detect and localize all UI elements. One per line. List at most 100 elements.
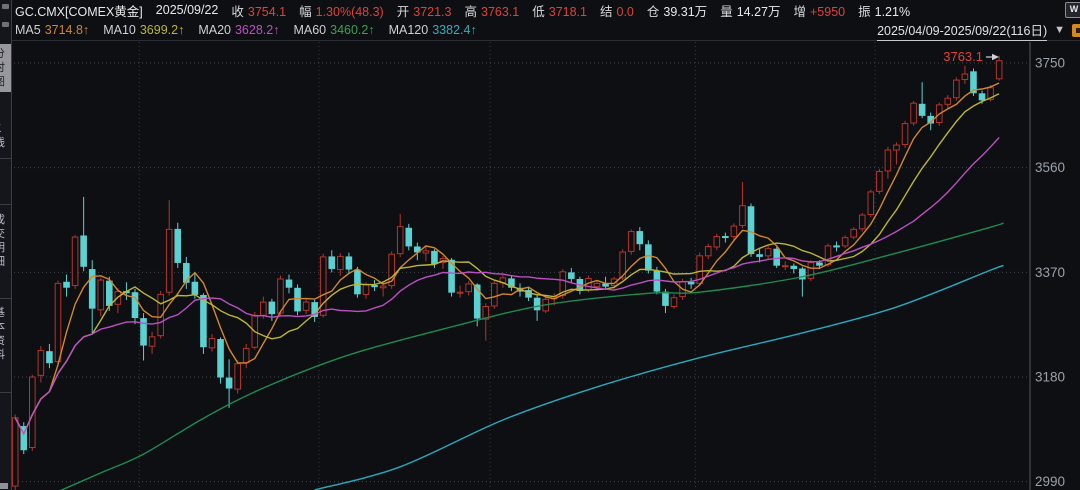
candle-body [850, 228, 857, 238]
candle-body [225, 377, 233, 389]
candle-body [302, 301, 310, 311]
candle-body [816, 262, 823, 266]
candle-body [790, 265, 798, 269]
candle-body [953, 79, 960, 99]
candle-body [165, 228, 173, 293]
candle-body [961, 73, 969, 81]
candle-body [995, 60, 1003, 80]
candle-body [799, 268, 806, 280]
candle-body [174, 228, 182, 263]
candle-body [491, 282, 498, 307]
candle-body [448, 259, 455, 293]
candle-body [106, 280, 113, 306]
ma-values: MA5 3714.8↑ MA10 3699.2↑ MA20 3628.2↑ MA60 3460… [15, 23, 477, 37]
candle-body [901, 123, 909, 146]
ma-item-ma120: MA120 3382.4↑ [388, 23, 477, 37]
candle-body [602, 283, 609, 287]
candle-body [756, 254, 763, 257]
candle-body [619, 251, 626, 279]
candle-body [465, 283, 472, 293]
candle-body [200, 294, 207, 348]
candle-body [473, 284, 481, 319]
y-axis-label: 3750 [1035, 56, 1065, 71]
candle-body [687, 281, 695, 285]
candle-body [533, 297, 541, 311]
close-field: 收 3754.1 [231, 4, 287, 19]
candle-body [337, 255, 344, 271]
sidebar-separator [0, 392, 11, 393]
sidebar-tab[interactable]: K线 [0, 122, 11, 150]
candle-body [405, 227, 413, 247]
settle-field: 结 0.0 [599, 4, 634, 19]
candle-body [747, 206, 755, 255]
candle-body [371, 285, 378, 288]
ma5-line [14, 82, 1000, 436]
date-range-control[interactable]: 2025/04/09-2025/09/22(116日) ▼ [877, 20, 1080, 41]
candle-body [508, 278, 515, 288]
candle-body [148, 336, 156, 347]
candle-body [781, 265, 789, 268]
date-range-label[interactable]: 2025/04/09-2025/09/22(116日) [877, 20, 1048, 41]
candle-body [319, 256, 327, 316]
candle-body [876, 171, 883, 192]
candle-body [208, 337, 216, 349]
oi-change-field: 增 +5950 [793, 4, 846, 19]
candle-body [593, 282, 601, 288]
candle-body [730, 225, 738, 238]
candle-body [20, 426, 28, 451]
open-field: 开 3721.3 [396, 4, 452, 19]
sidebar-bottom-square [0, 483, 8, 489]
ma-item-ma5: MA5 3714.8↑ [15, 23, 90, 37]
candle-body [910, 102, 917, 124]
candle-body [354, 269, 361, 295]
sidebar-tab[interactable]: 分时图 [0, 44, 11, 92]
y-axis-label: 3560 [1035, 160, 1065, 175]
candle-body [217, 339, 224, 378]
candle-body [268, 301, 276, 315]
volume-field: 量 14.27万 [720, 4, 781, 19]
left-sidebar[interactable]: 分时图 K线成交明细基本资料 [0, 0, 12, 490]
ma-item-ma20: MA20 3628.2↑ [198, 23, 280, 37]
candle-body [46, 351, 53, 364]
candle-body [867, 191, 875, 215]
open-interest-field: 仓 39.31万 [646, 4, 708, 19]
candle-body [653, 270, 661, 292]
candle-body [918, 103, 926, 116]
candle-body [191, 281, 199, 295]
top-panel: GC.CMX[COMEX黄金] 2025/09/22 收 3754.1 幅 1.30%(4… [11, 0, 1080, 41]
candle-body [345, 256, 353, 270]
chevron-down-icon[interactable]: ▼ [1054, 24, 1065, 36]
candle-body [388, 253, 395, 287]
sidebar-tab[interactable]: 基本资料 [0, 306, 11, 362]
sidebar-separator [0, 158, 11, 159]
quote-date: 2025/09/22 [155, 3, 219, 17]
candle-body [422, 250, 430, 254]
sidebar-tab[interactable]: 成交明细 [0, 213, 11, 269]
candle-body [568, 272, 575, 279]
change-field: 幅 1.30%(48.3) [299, 4, 384, 19]
window-icon[interactable]: W [1065, 2, 1080, 18]
candle-body [482, 305, 490, 320]
gold-badge-icon[interactable] [1072, 23, 1080, 37]
sidebar-separator [0, 298, 11, 299]
candle-body [627, 231, 635, 252]
candle-body [713, 236, 721, 248]
candle-body [858, 214, 866, 230]
amplitude-field: 振 1.21% [858, 4, 911, 19]
candle-body [610, 278, 618, 287]
candle-body [773, 248, 780, 266]
candle-body [645, 244, 652, 271]
candle-body [456, 291, 464, 294]
candle-body [696, 255, 703, 284]
candle-body [987, 87, 994, 100]
candle-body [140, 318, 147, 346]
candlestick-chart[interactable]: 3750 3560 3370 3180 2990 3763.1 [11, 41, 1080, 490]
candle-body [157, 293, 164, 337]
candle-body [29, 376, 36, 449]
candle-body [285, 279, 293, 288]
candle-body [662, 291, 669, 306]
candle-body [414, 246, 421, 253]
candle-body [80, 235, 87, 267]
candle-body [739, 205, 746, 227]
candle-body [970, 71, 977, 94]
